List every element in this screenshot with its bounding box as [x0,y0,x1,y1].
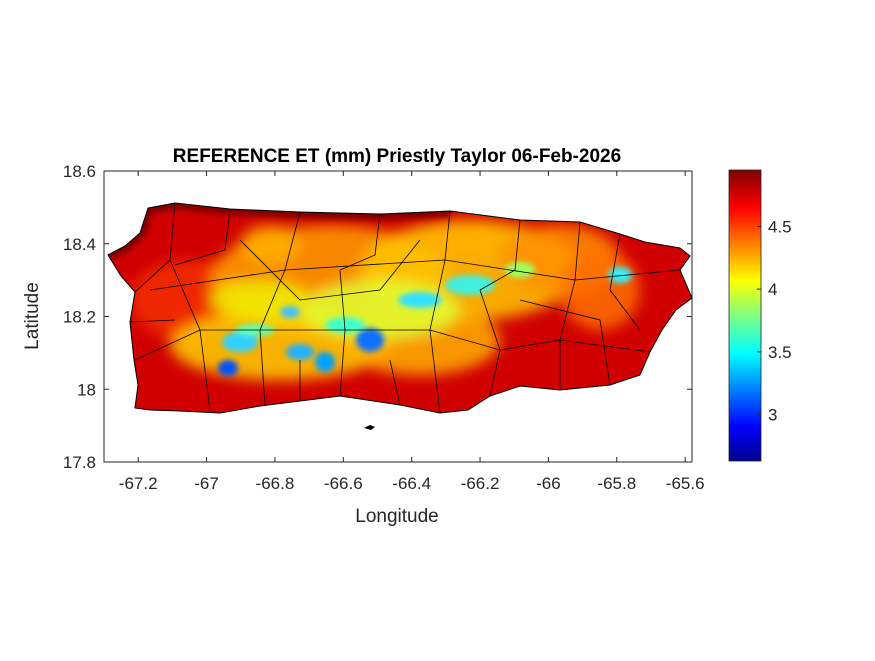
colorbar-ticks: 3 3.5 4 4.5 [757,217,792,425]
y-tick-label: 17.8 [63,453,96,472]
x-tick-label: -65.8 [597,474,636,493]
y-tick-label: 18.2 [63,308,96,327]
colorbar-tick-label: 3 [768,406,777,425]
islet [364,425,375,430]
colorbar-tick-label: 4.5 [768,217,792,236]
municipality-boundary [339,213,381,271]
municipality-boundary [519,299,611,386]
municipality-boundary [609,233,641,331]
x-tick-label: -66.4 [392,474,431,493]
y-axis-label: Latitude [22,282,43,350]
chart-title: REFERENCE ET (mm) Priestly Taylor 06-Feb… [173,146,621,167]
municipality-boundary [389,359,401,406]
y-tick-label: 18 [77,380,96,399]
y-axis: 17.8 18 18.2 18.4 18.6 [63,162,692,472]
municipality-boundaries [107,202,693,430]
y-tick-label: 18.4 [63,235,96,254]
x-tick-label: -67.2 [119,474,158,493]
x-tick-label: -65.6 [666,474,705,493]
municipality-boundary [284,211,301,271]
colorbar-tick-label: 3.5 [768,343,792,362]
municipality-boundary [134,329,651,361]
municipality-boundary [479,219,521,291]
x-tick-label: -66.6 [324,474,363,493]
colorbar [728,169,762,462]
municipality-boundary [149,259,681,291]
coastline [107,202,693,414]
y-tick-label: 18.6 [63,162,96,181]
municipality-boundary [574,221,581,281]
x-tick-label: -66.2 [461,474,500,493]
x-axis: -67.2 -67 -66.8 -66.6 -66.4 -66.2 -66 -65.8 -65.… [119,171,705,493]
municipality-boundary [174,208,231,266]
colorbar-tick-label: 4 [768,280,777,299]
x-tick-label: -66 [536,474,561,493]
municipality-boundary [129,319,176,323]
x-tick-label: -67 [194,474,219,493]
x-tick-label: -66.8 [256,474,295,493]
x-axis-label: Longitude [355,506,438,527]
et-heatmap [108,203,692,413]
municipality-boundary [444,210,451,261]
municipality-boundary [239,239,421,301]
